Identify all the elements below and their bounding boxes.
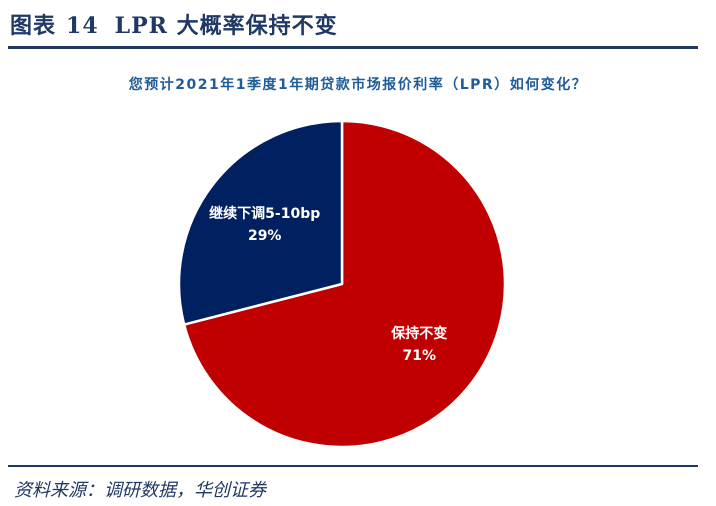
chart-title: 您预计2021年1季度1年期贷款市场报价利率（LPR）如何变化？	[128, 77, 588, 93]
figure-title-text: LPR 大概率保持不变	[114, 13, 338, 39]
figure-title: 图表 14 LPR 大概率保持不变	[10, 8, 338, 40]
slice-label-1: 继续下调5-10bp	[209, 205, 320, 222]
slice-label-0: 保持不变	[390, 325, 447, 342]
footer-rule	[8, 465, 698, 467]
header-rule	[8, 46, 698, 49]
pie-slice-0	[182, 119, 507, 449]
figure-label: 图表	[10, 13, 57, 39]
figure-number: 14	[66, 13, 99, 39]
slice-value-1: 29%	[248, 228, 282, 244]
pie-slices	[177, 119, 507, 449]
pie-slice-1	[177, 119, 344, 326]
pie-labels: 保持不变 71% 继续下调5-10bp 29%	[209, 205, 447, 364]
slice-value-0: 71%	[403, 348, 437, 364]
source-note: 资料来源：调研数据，华创证券	[14, 480, 266, 501]
